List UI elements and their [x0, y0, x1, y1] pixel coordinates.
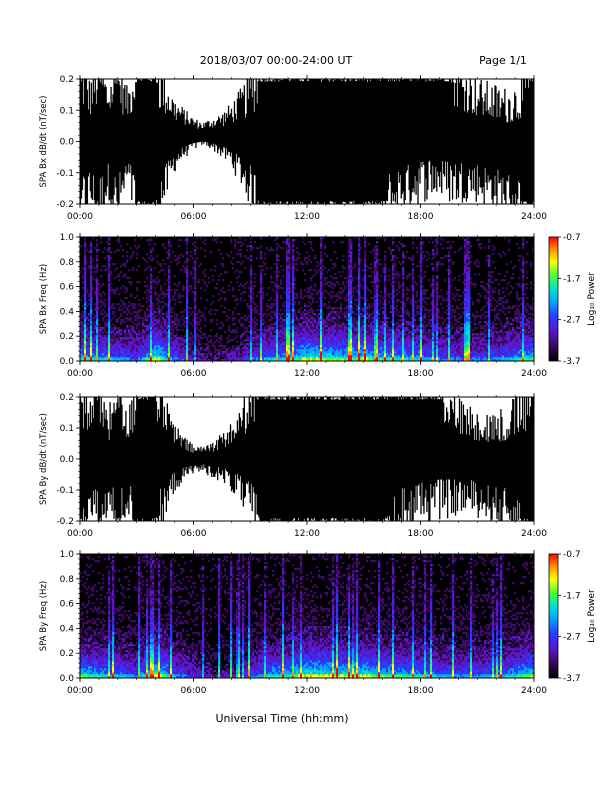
- x-tick-label: 24:00: [521, 212, 547, 222]
- y-tick-label: 0.0: [60, 357, 75, 367]
- panel-2-data: [80, 237, 534, 361]
- y-tick-label: 0.8: [60, 575, 75, 585]
- x-tick-label: 06:00: [181, 529, 207, 539]
- panel-4-data: [80, 554, 534, 678]
- y-tick-label: 0.6: [60, 600, 75, 610]
- x-axis-label: Universal Time (hh:mm): [216, 712, 349, 725]
- header-page: Page 1/1: [479, 54, 527, 67]
- colorbar-tick-label: -0.7: [563, 233, 581, 243]
- x-tick-label: 24:00: [521, 686, 547, 696]
- x-tick-label: 12:00: [294, 529, 320, 539]
- x-tick-label: 00:00: [67, 212, 93, 222]
- colorbar-label: Log₁₀ Power: [587, 589, 597, 643]
- panel-4-ylabel: SPA By Freq (Hz): [39, 581, 49, 651]
- y-tick-label: 0.2: [60, 75, 74, 85]
- y-tick-label: -0.2: [56, 517, 74, 527]
- panel-3-ylabel: SPA By dB/dt (nT/sec): [39, 413, 49, 505]
- x-tick-label: 18:00: [408, 529, 434, 539]
- panel-2-colorbar: -0.7 -1.7 -2.7 -3.7 Log₁₀ Power: [548, 233, 597, 367]
- x-tick-label: 24:00: [521, 529, 547, 539]
- colorbar-tick-label: -1.7: [563, 591, 581, 601]
- x-tick-label: 00:00: [67, 686, 93, 696]
- x-tick-label: 12:00: [294, 686, 320, 696]
- colorbar-tick-label: -2.7: [563, 316, 581, 326]
- y-tick-label: 0.2: [60, 332, 74, 342]
- x-tick-label: 18:00: [408, 686, 434, 696]
- x-tick-label: 24:00: [521, 369, 547, 379]
- panel-1-signal-core: [80, 107, 534, 176]
- x-tick-label: 06:00: [181, 369, 207, 379]
- x-tick-label: 06:00: [181, 212, 207, 222]
- panel-1: 0.2 0.1 0.0 -0.1 -0.2 00:00 06:00 12:00 18:00 24:…: [39, 75, 547, 222]
- panel-3-data: [80, 397, 534, 521]
- colorbar-tick-label: -1.7: [563, 274, 581, 284]
- x-tick-label: 06:00: [181, 686, 207, 696]
- y-tick-label: 1.0: [60, 550, 75, 560]
- colorbar-tick-label: -0.7: [563, 550, 581, 560]
- y-tick-label: 0.2: [60, 649, 74, 659]
- x-tick-label: 00:00: [67, 369, 93, 379]
- panel-3: 0.2 0.1 0.0 -0.1 -0.2 00:00 06:00 12:00 18:00 24:…: [39, 393, 547, 539]
- y-tick-label: 0.4: [60, 307, 75, 317]
- colorbar-tick-label: -2.7: [563, 633, 581, 643]
- panel-4: -0.7 -1.7 -2.7 -3.7 Log₁₀ Power 1.0 0.8 0.6 0.4 0…: [39, 550, 597, 696]
- colorbar-tick-label: -3.7: [563, 674, 581, 684]
- x-tick-label: 12:00: [294, 212, 320, 222]
- panel-1-data: [80, 79, 534, 204]
- colorbar-label: Log₁₀ Power: [587, 272, 597, 326]
- panel-1-ylabel: SPA Bx dB/dt (nT/sec): [39, 96, 49, 188]
- y-tick-label: 1.0: [60, 233, 75, 243]
- y-tick-label: -0.1: [56, 169, 74, 179]
- panel-3-signal-core: [80, 424, 534, 494]
- y-tick-label: 0.6: [60, 283, 75, 293]
- x-tick-label: 18:00: [408, 369, 434, 379]
- panel-4-colorbar: -0.7 -1.7 -2.7 -3.7 Log₁₀ Power: [548, 550, 597, 684]
- panels: 0.2 0.1 0.0 -0.1 -0.2 00:00 06:00 12:00 18:00 24:…: [39, 75, 597, 696]
- y-tick-label: 0.0: [60, 138, 75, 148]
- y-tick-label: -0.1: [56, 486, 74, 496]
- y-tick-label: -0.2: [56, 200, 74, 210]
- x-tick-label: 12:00: [294, 369, 320, 379]
- y-tick-label: 0.2: [60, 393, 74, 403]
- y-tick-label: 0.8: [60, 258, 75, 268]
- y-tick-label: 0.0: [60, 674, 75, 684]
- y-tick-label: 0.1: [60, 424, 74, 434]
- y-tick-label: 0.4: [60, 624, 75, 634]
- colorbar-tick-label: -3.7: [563, 357, 581, 367]
- panel-2: -0.7 -1.7 -2.7 -3.7 Log₁₀ Power 1.0 0.8 0.6 0.4 0…: [39, 233, 597, 379]
- panel-2-ylabel: SPA Bx Freq (Hz): [39, 264, 49, 334]
- y-tick-label: 0.1: [60, 106, 74, 116]
- x-tick-label: 18:00: [408, 212, 434, 222]
- y-tick-label: 0.0: [60, 455, 75, 465]
- x-tick-label: 00:00: [67, 529, 93, 539]
- header-date-range: 2018/03/07 00:00-24:00 UT: [200, 54, 353, 67]
